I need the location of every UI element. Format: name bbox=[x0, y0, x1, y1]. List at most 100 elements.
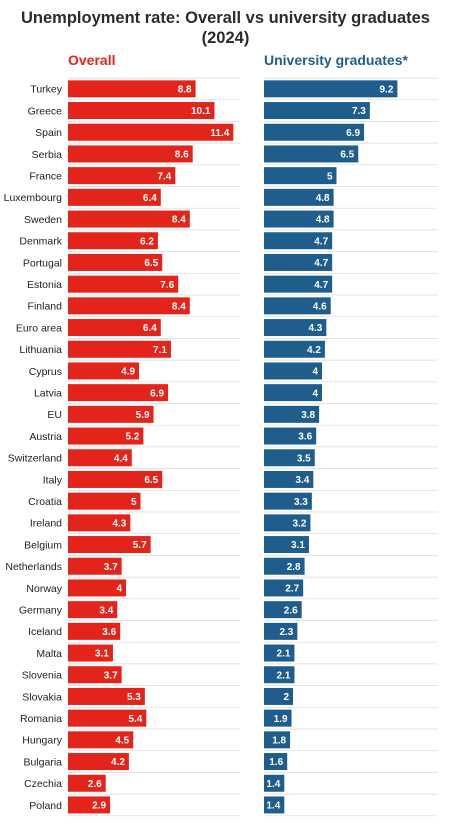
category-label: Portugal bbox=[23, 257, 62, 269]
graduates-value-label: 6.5 bbox=[340, 150, 354, 161]
chart-title-line1: Unemployment rate: Overall vs university… bbox=[21, 9, 430, 27]
overall-bar bbox=[68, 80, 196, 98]
graduates-bar bbox=[264, 731, 291, 749]
category-label: Denmark bbox=[19, 236, 62, 248]
overall-bar bbox=[68, 753, 129, 771]
graduates-value-label: 5 bbox=[327, 171, 333, 182]
category-label: Czechia bbox=[24, 778, 62, 790]
category-label: Belgium bbox=[24, 539, 62, 551]
graduates-value-label: 6.9 bbox=[346, 128, 360, 139]
graduates-value-label: 4.3 bbox=[308, 323, 322, 334]
graduates-bar bbox=[264, 405, 320, 423]
graduates-bar bbox=[264, 362, 322, 380]
graduates-value-label: 1.8 bbox=[272, 735, 286, 746]
overall-value-label: 4.5 bbox=[115, 735, 129, 746]
graduates-bar bbox=[264, 774, 285, 792]
overall-bar bbox=[68, 210, 190, 228]
overall-bar bbox=[68, 123, 234, 141]
graduates-value-label: 1.4 bbox=[266, 779, 280, 790]
category-label: Latvia bbox=[34, 387, 62, 399]
category-label: Slovenia bbox=[22, 670, 62, 682]
category-label: Serbia bbox=[32, 149, 63, 161]
category-label: Croatia bbox=[28, 496, 62, 508]
graduates-value-label: 2.7 bbox=[285, 584, 299, 595]
graduates-bar bbox=[264, 622, 298, 640]
category-label: Hungary bbox=[22, 735, 62, 747]
overall-bar bbox=[68, 188, 161, 206]
graduates-bar bbox=[264, 167, 337, 185]
graduates-value-label: 9.2 bbox=[379, 84, 393, 95]
category-label: EU bbox=[47, 409, 62, 421]
overall-value-label: 3.7 bbox=[104, 562, 118, 573]
overall-bar bbox=[68, 601, 118, 619]
overall-value-label: 7.6 bbox=[160, 280, 174, 291]
graduates-bar bbox=[264, 514, 311, 532]
overall-value-label: 6.5 bbox=[144, 258, 158, 269]
graduates-bar bbox=[264, 340, 325, 358]
category-label: Germany bbox=[19, 604, 63, 616]
overall-bar bbox=[68, 666, 122, 684]
graduates-value-label: 4.7 bbox=[314, 258, 328, 269]
overall-bar bbox=[68, 470, 163, 488]
overall-bar bbox=[68, 384, 169, 402]
category-label: Ireland bbox=[30, 518, 62, 530]
graduates-value-label: 3.5 bbox=[297, 453, 311, 464]
category-label: Norway bbox=[26, 583, 62, 595]
graduates-bar bbox=[264, 579, 304, 597]
graduates-bar bbox=[264, 188, 334, 206]
graduates-value-label: 3.2 bbox=[292, 518, 306, 529]
overall-bar bbox=[68, 427, 144, 445]
overall-bar bbox=[68, 709, 147, 727]
graduates-bar bbox=[264, 384, 322, 402]
graduates-value-label: 4 bbox=[312, 367, 318, 378]
overall-bar bbox=[68, 557, 122, 575]
overall-bar bbox=[68, 687, 145, 705]
graduates-value-label: 3.6 bbox=[298, 432, 312, 443]
overall-value-label: 7.1 bbox=[153, 345, 167, 356]
overall-value-label: 3.4 bbox=[99, 605, 113, 616]
graduates-value-label: 4.2 bbox=[307, 345, 321, 356]
overall-value-label: 5.2 bbox=[125, 432, 139, 443]
category-label: Sweden bbox=[24, 214, 62, 226]
overall-value-label: 3.7 bbox=[104, 670, 118, 681]
overall-bar bbox=[68, 275, 179, 293]
category-label: Poland bbox=[29, 800, 62, 812]
category-label: Greece bbox=[28, 105, 63, 117]
graduates-value-label: 4.8 bbox=[316, 193, 330, 204]
graduates-bar bbox=[264, 427, 317, 445]
overall-bar bbox=[68, 731, 134, 749]
overall-bar bbox=[68, 253, 163, 271]
graduates-value-label: 1.6 bbox=[269, 757, 283, 768]
graduates-value-label: 2 bbox=[283, 692, 289, 703]
category-label: Lithuania bbox=[19, 344, 62, 356]
graduates-panel-heading: University graduates* bbox=[264, 52, 408, 68]
overall-value-label: 8.8 bbox=[178, 84, 192, 95]
graduates-value-label: 4 bbox=[312, 388, 318, 399]
overall-value-label: 8.6 bbox=[175, 150, 189, 161]
overall-value-label: 5.7 bbox=[133, 540, 147, 551]
graduates-bar bbox=[264, 470, 314, 488]
graduates-value-label: 1.4 bbox=[266, 801, 280, 812]
category-label: Estonia bbox=[27, 279, 62, 291]
category-label: Italy bbox=[43, 474, 63, 486]
graduates-value-label: 3.8 bbox=[301, 410, 315, 421]
overall-value-label: 3.1 bbox=[95, 649, 109, 660]
category-label: France bbox=[29, 170, 62, 182]
overall-panel-heading: Overall bbox=[68, 52, 116, 68]
overall-value-label: 4.3 bbox=[112, 518, 126, 529]
category-label: Luxembourg bbox=[4, 192, 63, 204]
graduates-value-label: 3.3 bbox=[294, 497, 308, 508]
graduates-bar bbox=[264, 275, 333, 293]
overall-bar bbox=[68, 774, 106, 792]
chart-title-line2: (2024) bbox=[201, 29, 250, 47]
overall-value-label: 8.4 bbox=[172, 215, 186, 226]
overall-bar bbox=[68, 297, 190, 315]
overall-bar bbox=[68, 449, 132, 467]
graduates-bar bbox=[264, 644, 295, 662]
graduates-bar bbox=[264, 709, 292, 727]
overall-value-label: 10.1 bbox=[191, 106, 211, 117]
overall-value-label: 5.3 bbox=[127, 692, 141, 703]
category-label: Austria bbox=[29, 431, 62, 443]
overall-bar bbox=[68, 167, 176, 185]
graduates-value-label: 3.1 bbox=[291, 540, 305, 551]
